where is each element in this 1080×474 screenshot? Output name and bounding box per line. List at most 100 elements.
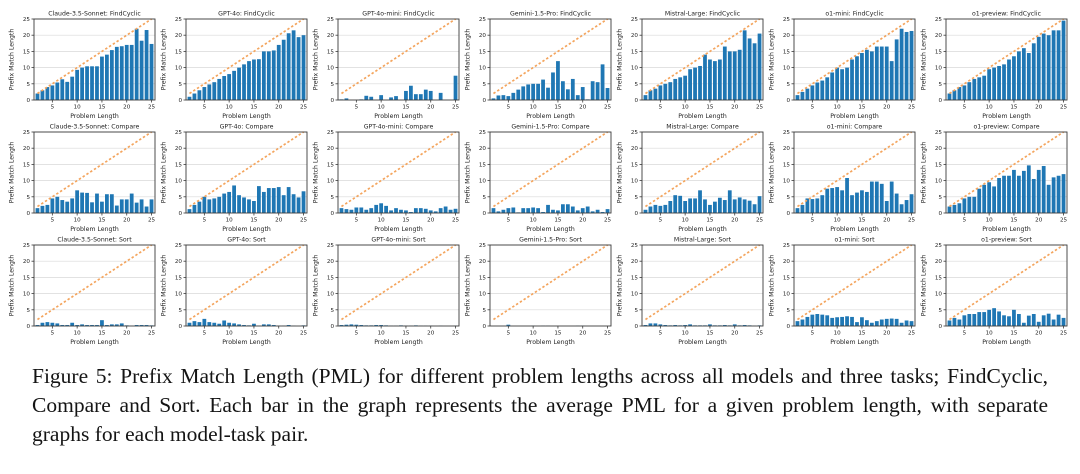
chart-svg: 5 10 15 20 25 0 5 10 15 20 25 Mistral-Large: Compar… [617,124,764,234]
svg-text:15: 15 [783,49,791,55]
svg-text:0: 0 [330,211,334,217]
svg-text:15: 15 [175,49,183,55]
svg-text:20: 20 [883,331,891,337]
svg-text:10: 10 [327,66,335,72]
svg-text:25: 25 [935,243,943,249]
svg-text:15: 15 [402,331,410,337]
svg-text:25: 25 [756,331,764,337]
diagonal-reference-line [797,131,912,208]
svg-text:0: 0 [786,324,790,330]
subplot-gemini-1-5-pro-compare: 5 10 15 20 25 0 5 10 15 20 25 Gemini-1.5-Pro: Compa… [464,121,616,234]
plot-border [33,244,156,327]
svg-text:10: 10 [23,66,31,72]
svg-text:5: 5 [178,308,182,314]
subplot-title: Mistral-Large: Sort [674,237,732,244]
svg-text:25: 25 [756,218,764,224]
svg-text:15: 15 [479,162,487,168]
svg-text:5: 5 [507,105,511,111]
svg-text:0: 0 [482,211,486,217]
svg-text:20: 20 [731,331,739,337]
x-axis-label: Problem Length [374,339,423,346]
gridlines [338,244,459,311]
svg-text:20: 20 [23,33,31,39]
svg-text:20: 20 [23,259,31,265]
svg-text:15: 15 [631,275,639,281]
svg-text:10: 10 [378,218,386,224]
svg-text:10: 10 [682,218,690,224]
svg-text:25: 25 [452,331,460,337]
axis-ticks: 5 10 15 20 25 0 5 10 15 20 25 [479,17,612,111]
svg-text:10: 10 [378,105,386,111]
axis-ticks: 5 10 15 20 25 0 5 10 15 20 25 [783,130,916,224]
plot-border [945,131,1068,214]
diagonal-reference-line [189,18,304,95]
svg-text:15: 15 [175,162,183,168]
svg-text:10: 10 [986,105,994,111]
svg-text:0: 0 [634,211,638,217]
chart-svg: 5 10 15 20 25 0 5 10 15 20 25 Mistral-Large: Sort Pr… [617,237,764,347]
chart-svg: 5 10 15 20 25 0 5 10 15 20 25 Gemini-1.5-Pro: Sort P… [465,237,612,347]
svg-text:15: 15 [858,218,866,224]
svg-text:25: 25 [1060,218,1068,224]
y-axis-label: Prefix Match Length [161,255,168,317]
svg-text:15: 15 [23,49,31,55]
svg-text:5: 5 [26,308,30,314]
plot-border [337,244,460,327]
bar-series [187,185,306,213]
subplot-title: Mistral-Large: FindCyclic [665,11,741,18]
subplot-title: o1-preview: Sort [981,237,1032,244]
svg-text:15: 15 [98,218,106,224]
svg-text:10: 10 [834,218,842,224]
svg-text:25: 25 [631,17,639,23]
diagonal-reference-line [645,131,760,208]
svg-text:25: 25 [783,243,791,249]
svg-text:5: 5 [659,218,663,224]
subplot-title: Gemini-1.5-Pro: Sort [519,237,582,244]
axis-ticks: 5 10 15 20 25 0 5 10 15 20 25 [935,243,1068,337]
subplot-o1-mini-findcyclic: 5 10 15 20 25 0 5 10 15 20 25 o1-mini: FindCyclic Pr… [768,8,920,121]
svg-text:15: 15 [554,105,562,111]
x-axis-label: Problem Length [526,339,575,346]
svg-text:25: 25 [327,130,335,136]
plot-border [489,18,612,101]
bar-series [35,190,154,213]
y-axis-label: Prefix Match Length [313,29,320,91]
svg-text:25: 25 [935,130,943,136]
axis-ticks: 5 10 15 20 25 0 5 10 15 20 25 [631,17,764,111]
svg-text:5: 5 [786,308,790,314]
diagonal-reference-line [189,131,304,208]
svg-text:10: 10 [226,218,234,224]
x-axis-label: Problem Length [374,113,423,120]
x-axis-label: Problem Length [222,113,271,120]
svg-text:25: 25 [327,243,335,249]
svg-text:25: 25 [756,105,764,111]
axis-ticks: 5 10 15 20 25 0 5 10 15 20 25 [23,130,156,224]
svg-text:20: 20 [427,218,435,224]
plot-border [33,18,156,101]
plot-border [945,18,1068,101]
svg-text:15: 15 [402,105,410,111]
svg-text:20: 20 [327,33,335,39]
svg-text:10: 10 [530,105,538,111]
bar-series [491,61,610,100]
svg-text:0: 0 [178,98,182,104]
svg-text:10: 10 [175,179,183,185]
bar-series [643,30,762,101]
svg-text:10: 10 [74,105,82,111]
subplot-title: o1-preview: Compare [973,124,1039,131]
svg-text:15: 15 [1010,218,1018,224]
x-axis-label: Problem Length [222,339,271,346]
svg-text:20: 20 [1035,331,1043,337]
svg-text:20: 20 [275,331,283,337]
chart-svg: 5 10 15 20 25 0 5 10 15 20 25 Gemini-1.5-Pro: FindC… [465,11,612,121]
svg-text:15: 15 [1010,331,1018,337]
chart-svg: 5 10 15 20 25 0 5 10 15 20 25 Claude-3.5-Sonnet: Fi… [9,11,156,121]
svg-text:5: 5 [786,82,790,88]
x-axis-label: Problem Length [374,226,423,233]
svg-text:10: 10 [631,179,639,185]
svg-text:10: 10 [682,105,690,111]
svg-text:25: 25 [175,130,183,136]
axis-ticks: 5 10 15 20 25 0 5 10 15 20 25 [935,130,1068,224]
svg-text:10: 10 [175,66,183,72]
